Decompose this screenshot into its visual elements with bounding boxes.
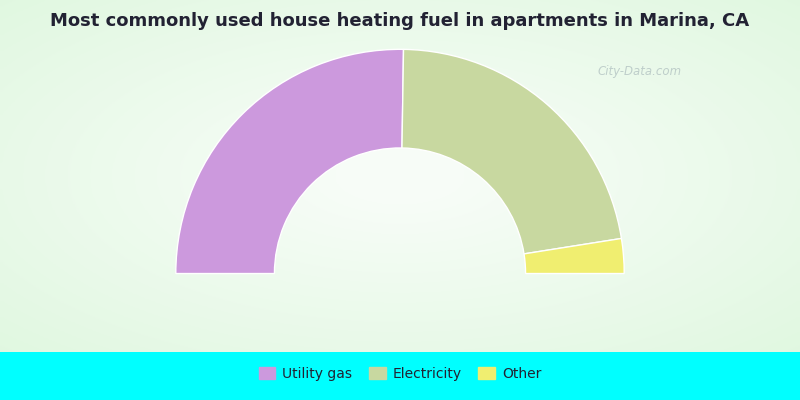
- Wedge shape: [402, 49, 622, 254]
- Legend: Utility gas, Electricity, Other: Utility gas, Electricity, Other: [253, 362, 547, 386]
- Wedge shape: [176, 49, 403, 274]
- Text: Most commonly used house heating fuel in apartments in Marina, CA: Most commonly used house heating fuel in…: [50, 12, 750, 30]
- Text: City-Data.com: City-Data.com: [598, 66, 682, 78]
- Wedge shape: [524, 238, 624, 274]
